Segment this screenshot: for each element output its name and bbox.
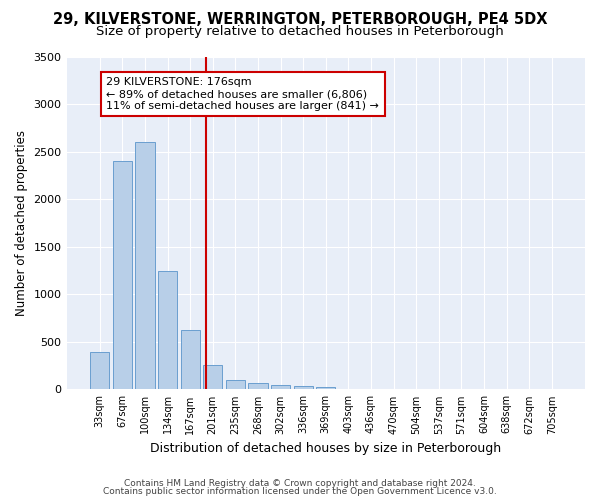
Text: Contains HM Land Registry data © Crown copyright and database right 2024.: Contains HM Land Registry data © Crown c… — [124, 478, 476, 488]
Text: 29 KILVERSTONE: 176sqm
← 89% of detached houses are smaller (6,806)
11% of semi-: 29 KILVERSTONE: 176sqm ← 89% of detached… — [106, 78, 379, 110]
X-axis label: Distribution of detached houses by size in Peterborough: Distribution of detached houses by size … — [150, 442, 502, 455]
Bar — [248, 383, 268, 390]
Bar — [136, 142, 155, 390]
Bar — [203, 364, 223, 390]
Bar — [271, 384, 290, 390]
Bar — [158, 270, 177, 390]
Bar — [293, 386, 313, 390]
Bar — [226, 380, 245, 390]
Text: 29, KILVERSTONE, WERRINGTON, PETERBOROUGH, PE4 5DX: 29, KILVERSTONE, WERRINGTON, PETERBOROUG… — [53, 12, 547, 28]
Y-axis label: Number of detached properties: Number of detached properties — [15, 130, 28, 316]
Bar — [316, 387, 335, 390]
Bar — [90, 352, 109, 390]
Bar — [181, 330, 200, 390]
Text: Contains public sector information licensed under the Open Government Licence v3: Contains public sector information licen… — [103, 487, 497, 496]
Text: Size of property relative to detached houses in Peterborough: Size of property relative to detached ho… — [96, 25, 504, 38]
Bar — [113, 161, 132, 390]
